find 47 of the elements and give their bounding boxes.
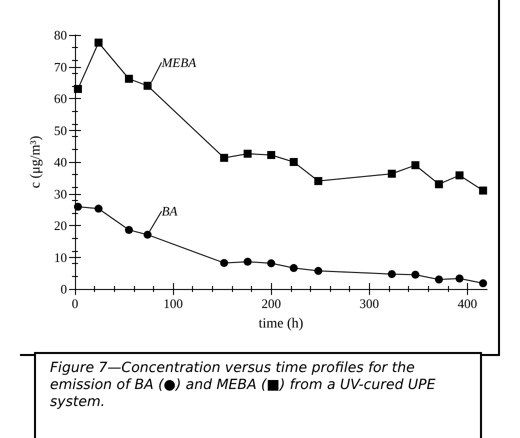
point xyxy=(94,204,103,213)
point xyxy=(144,230,152,239)
point xyxy=(124,74,133,83)
point xyxy=(94,38,103,47)
y-tick-label: 30 xyxy=(54,186,67,202)
x-axis-title: time (h) xyxy=(258,316,304,332)
y-tick-label: 50 xyxy=(54,122,67,138)
x-tick-label: 0 xyxy=(72,296,78,311)
point xyxy=(314,177,322,186)
point xyxy=(290,264,298,272)
point xyxy=(244,258,252,266)
point xyxy=(479,186,488,195)
y-tick-label: 40 xyxy=(54,154,67,170)
point xyxy=(124,226,133,234)
point xyxy=(411,270,420,279)
point xyxy=(220,258,228,267)
point xyxy=(456,171,464,180)
x-tick-label: 400 xyxy=(458,296,478,311)
point xyxy=(434,180,443,188)
caption: Figure 7—Concentration versus time profiles for the emission of BA (●) and MEBA (■) from a UV-cured UPE system. xyxy=(34,352,482,438)
y-axis-title: c (μg/m³) xyxy=(28,135,44,188)
point xyxy=(74,84,82,93)
x-tick-label: 200 xyxy=(261,296,281,311)
y-tick-label: 70 xyxy=(54,59,67,74)
point xyxy=(456,274,464,283)
point xyxy=(144,82,152,90)
point xyxy=(388,170,396,178)
point xyxy=(388,270,396,278)
point xyxy=(314,266,322,275)
point xyxy=(290,158,298,166)
y-tick-label: 0 xyxy=(60,282,67,296)
y-tick-label: 60 xyxy=(54,91,67,106)
point xyxy=(244,150,252,158)
point xyxy=(479,279,488,288)
point xyxy=(220,154,228,162)
point xyxy=(411,161,420,170)
y-tick-label: 80 xyxy=(54,28,67,42)
y-tick-label: 20 xyxy=(54,218,67,233)
series-label: MEBA xyxy=(160,54,196,70)
point xyxy=(267,259,276,268)
x-tick-label: 300 xyxy=(360,296,380,311)
series-label: BA xyxy=(162,204,178,219)
point xyxy=(434,275,443,284)
x-tick-label: 100 xyxy=(163,296,183,311)
point xyxy=(74,202,82,211)
point xyxy=(267,151,276,160)
y-tick-label: 10 xyxy=(54,250,67,265)
